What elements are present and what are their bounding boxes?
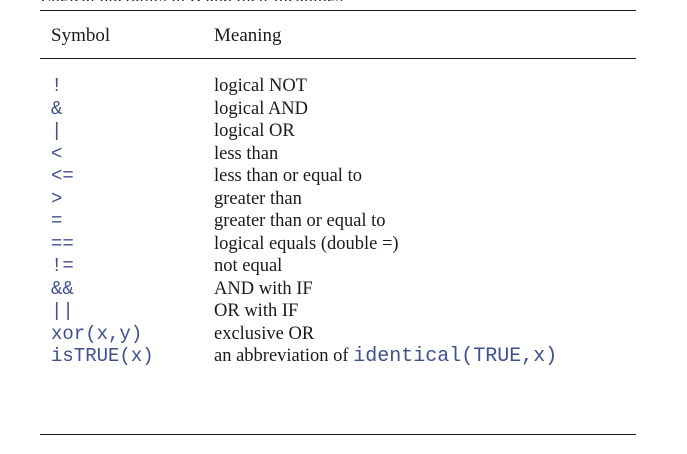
operator-symbol: == [51, 232, 74, 255]
bottom-rule [40, 434, 636, 435]
table-row: = greater than or equal to [0, 210, 687, 233]
table-row: & logical AND [0, 98, 687, 121]
operator-symbol: && [51, 277, 74, 300]
operator-meaning: OR with IF [214, 301, 299, 321]
operator-table-body: ! logical NOT & logical AND | logical OR… [0, 75, 687, 368]
meaning-code: identical(TRUE,x) [353, 345, 558, 368]
operator-meaning: logical equals (double =) [214, 233, 399, 254]
operator-symbol: xor(x,y) [51, 322, 143, 345]
header-rule [40, 58, 636, 59]
table-row: || OR with IF [0, 300, 687, 323]
table-row: | logical OR [0, 120, 687, 143]
operator-meaning: AND with IF [214, 278, 313, 299]
operator-symbol: != [51, 255, 74, 277]
operator-meaning: logical OR [214, 121, 295, 141]
meaning-text: an abbreviation of [214, 346, 354, 366]
table-row: < less than [0, 143, 687, 166]
operator-meaning: greater than [214, 188, 302, 209]
operator-symbol: & [51, 97, 63, 120]
table-row: ! logical NOT [0, 75, 687, 98]
operator-meaning: less than or equal to [214, 166, 362, 186]
operator-symbol: > [51, 187, 63, 210]
operator-symbol: < [51, 142, 63, 165]
operator-symbol: <= [51, 165, 74, 187]
table-row: <= less than or equal to [0, 165, 687, 188]
operator-meaning: not equal [214, 256, 283, 276]
operator-symbol: ! [51, 75, 63, 97]
operator-symbol: || [51, 300, 74, 322]
operator-symbol: | [51, 120, 63, 142]
table-row: xor(x,y) exclusive OR [0, 323, 687, 346]
operator-meaning: greater than or equal to [214, 211, 386, 231]
operator-meaning: logical AND [214, 98, 309, 119]
table-caption: Logical operators in R and their meaning… [40, 0, 640, 1]
operator-meaning: exclusive OR [214, 323, 315, 344]
table-row: && AND with IF [0, 278, 687, 301]
top-rule [40, 10, 636, 11]
table-row: > greater than [0, 188, 687, 211]
operator-meaning: an abbreviation of identical(TRUE,x) [214, 345, 557, 368]
table-row: isTRUE(x) an abbreviation of identical(T… [0, 345, 687, 368]
header-symbol: Symbol [51, 25, 111, 46]
operator-meaning: less than [214, 143, 279, 164]
table-row: == logical equals (double =) [0, 233, 687, 256]
operator-symbol: = [51, 210, 63, 232]
operator-meaning: logical NOT [214, 76, 307, 96]
table-row: != not equal [0, 255, 687, 278]
operator-symbol: isTRUE(x) [51, 345, 154, 367]
header-meaning: Meaning [214, 25, 282, 46]
